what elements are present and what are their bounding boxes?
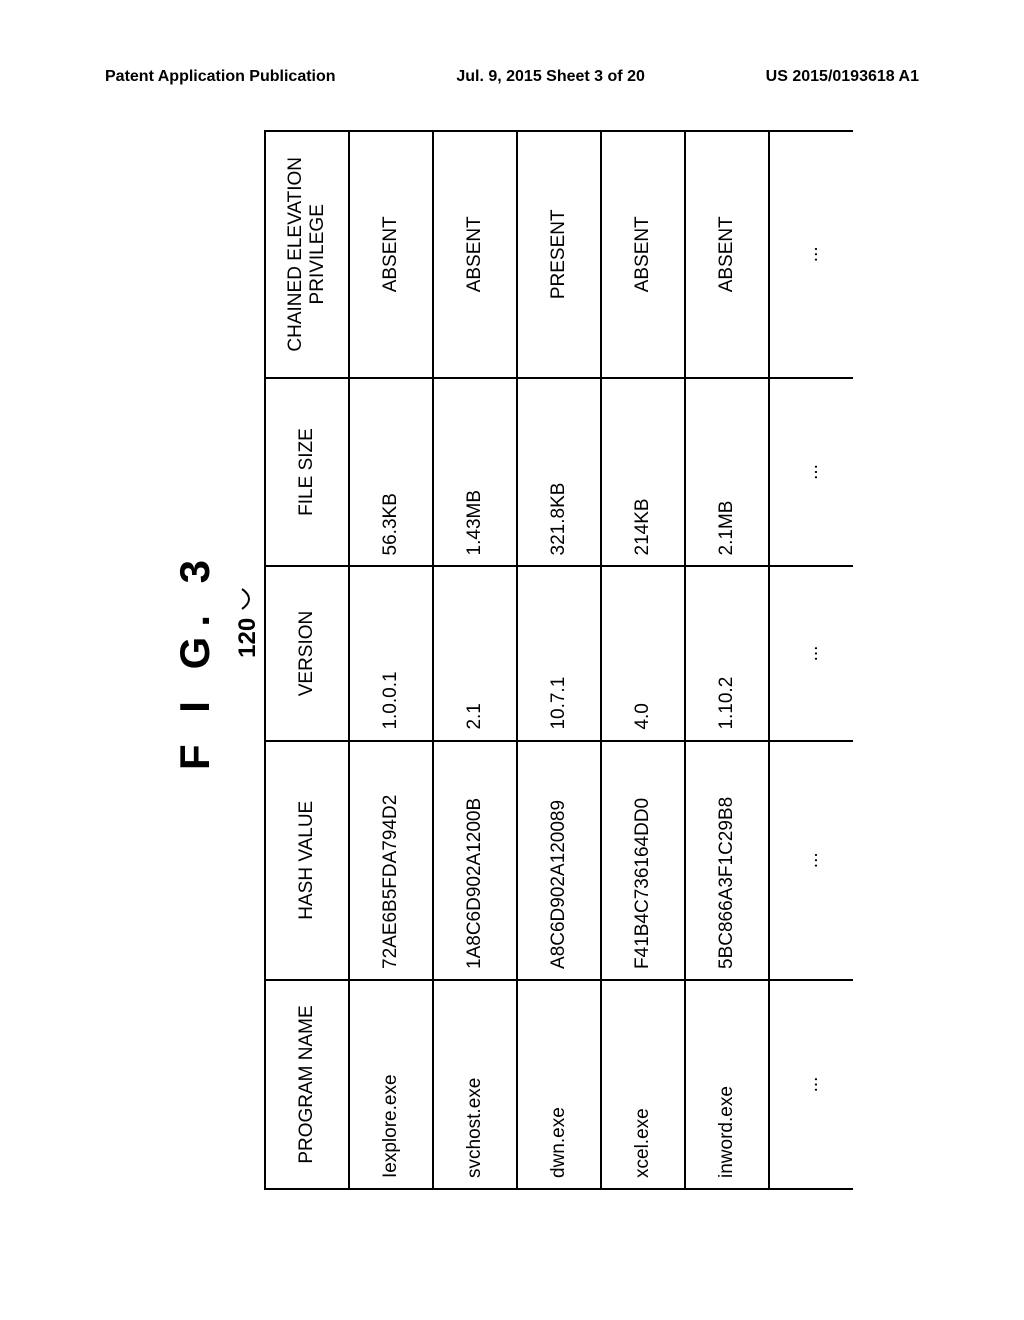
- figure-ref: 120: [234, 130, 262, 1115]
- cell-filesize: ...: [769, 378, 853, 567]
- table-row: dwn.exe A8C6D902A120089 10.7.1 321.8KB P…: [517, 131, 601, 1189]
- table-row: xcel.exe F41B4C736164DD0 4.0 214KB ABSEN…: [601, 131, 685, 1189]
- page-header: Patent Application Publication Jul. 9, 2…: [0, 0, 1024, 86]
- cell-filesize: 321.8KB: [517, 378, 601, 567]
- table-row: inword.exe 5BC866A3F1C29B8 1.10.2 2.1MB …: [685, 131, 769, 1189]
- cell-filesize: 214KB: [601, 378, 685, 567]
- col-header-privilege: CHAINED ELEVATION PRIVILEGE: [265, 131, 349, 378]
- cell-hash: ...: [769, 741, 853, 980]
- cell-privilege: PRESENT: [517, 131, 601, 378]
- header-center: Jul. 9, 2015 Sheet 3 of 20: [456, 68, 645, 86]
- table-row: Iexplore.exe 72AE6B5FDA794D2 1.0.0.1 56.…: [349, 131, 433, 1189]
- cell-privilege: ABSENT: [601, 131, 685, 378]
- cell-version: 4.0: [601, 566, 685, 740]
- cell-program: svchost.exe: [433, 980, 517, 1189]
- cell-version: 2.1: [433, 566, 517, 740]
- data-table: PROGRAM NAME HASH VALUE VERSION FILE SIZ…: [264, 130, 853, 1190]
- table-row: ... ... ... ... ...: [769, 131, 853, 1189]
- cell-version: 1.0.0.1: [349, 566, 433, 740]
- col-header-hash: HASH VALUE: [265, 741, 349, 980]
- cell-hash: 1A8C6D902A1200B: [433, 741, 517, 980]
- cell-version: ...: [769, 566, 853, 740]
- cell-privilege: ABSENT: [349, 131, 433, 378]
- col-header-version: VERSION: [265, 566, 349, 740]
- cell-version: 1.10.2: [685, 566, 769, 740]
- cell-privilege: ...: [769, 131, 853, 378]
- table-header-row: PROGRAM NAME HASH VALUE VERSION FILE SIZ…: [265, 131, 349, 1189]
- figure-title: F I G. 3: [171, 130, 219, 1190]
- cell-filesize: 56.3KB: [349, 378, 433, 567]
- cell-privilege: ABSENT: [685, 131, 769, 378]
- ref-arc-icon: [240, 587, 258, 611]
- figure-content: F I G. 3 120 PROGRAM NAME HASH VALUE VER…: [171, 130, 853, 1190]
- cell-filesize: 2.1MB: [685, 378, 769, 567]
- col-header-program: PROGRAM NAME: [265, 980, 349, 1189]
- cell-program: xcel.exe: [601, 980, 685, 1189]
- cell-hash: A8C6D902A120089: [517, 741, 601, 980]
- cell-program: inword.exe: [685, 980, 769, 1189]
- cell-version: 10.7.1: [517, 566, 601, 740]
- header-right: US 2015/0193618 A1: [766, 68, 919, 86]
- header-left: Patent Application Publication: [105, 68, 336, 86]
- cell-filesize: 1.43MB: [433, 378, 517, 567]
- cell-program: dwn.exe: [517, 980, 601, 1189]
- cell-hash: F41B4C736164DD0: [601, 741, 685, 980]
- cell-program: ...: [769, 980, 853, 1189]
- cell-hash: 5BC866A3F1C29B8: [685, 741, 769, 980]
- table-row: svchost.exe 1A8C6D902A1200B 2.1 1.43MB A…: [433, 131, 517, 1189]
- col-header-filesize: FILE SIZE: [265, 378, 349, 567]
- cell-program: Iexplore.exe: [349, 980, 433, 1189]
- cell-privilege: ABSENT: [433, 131, 517, 378]
- cell-hash: 72AE6B5FDA794D2: [349, 741, 433, 980]
